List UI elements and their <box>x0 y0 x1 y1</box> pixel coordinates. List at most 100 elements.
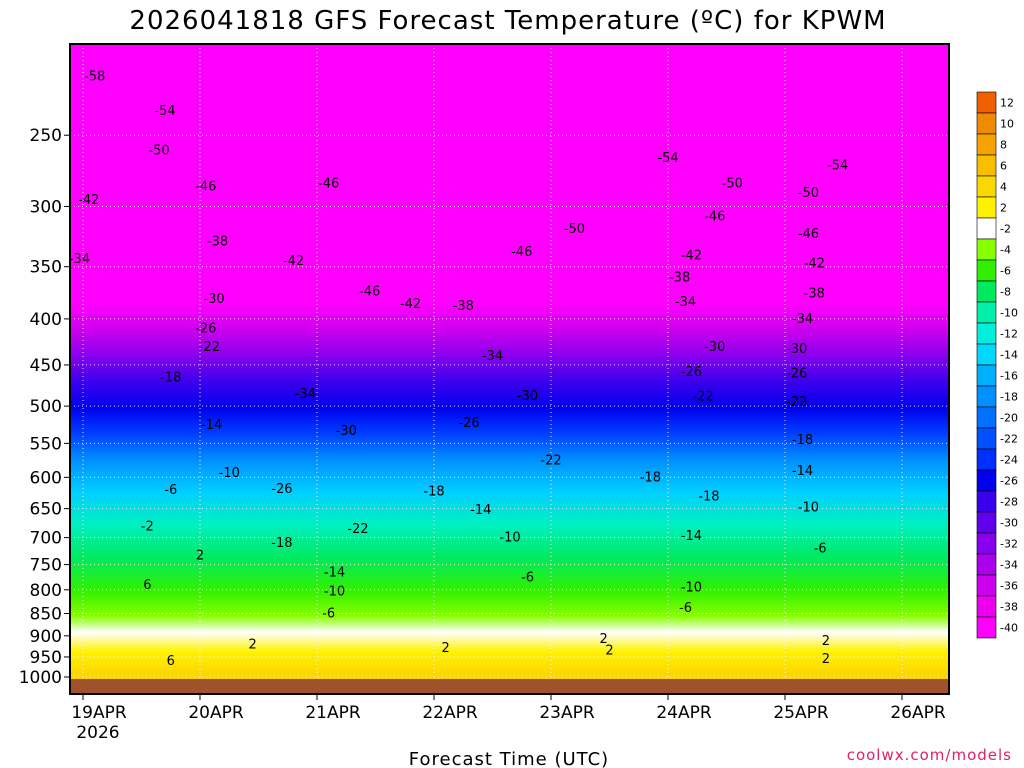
colorbar-swatch <box>976 259 997 282</box>
colorbar-swatch <box>976 112 997 135</box>
contour-label: -6 <box>521 570 534 585</box>
colorbar-tick-label: 12 <box>1000 97 1014 110</box>
colorbar-swatch <box>976 385 997 408</box>
contour-label: -50 <box>564 222 585 237</box>
colorbar-tick-label: -34 <box>1000 559 1018 572</box>
contour-label: -14 <box>324 565 345 580</box>
x-axis-label: Forecast Time (UTC) <box>409 749 609 768</box>
colorbar-tick-label: -2 <box>1000 223 1011 236</box>
contour-label: -22 <box>347 522 368 537</box>
colorbar-tick-label: -12 <box>1000 328 1018 341</box>
x-tick-label: 20APR <box>188 703 244 723</box>
colorbar-tick-label: -14 <box>1000 349 1018 362</box>
contour-label: -38 <box>453 299 474 314</box>
y-tick-label: 450 <box>30 356 62 376</box>
contour-label: -30 <box>203 292 224 307</box>
contour-label: -58 <box>84 69 105 84</box>
colorbar-tick-label: 10 <box>1000 118 1014 131</box>
colorbar-tick-label: 2 <box>1000 202 1007 215</box>
y-tick-label: 500 <box>30 397 62 417</box>
colorbar-tick-label: -30 <box>1000 517 1018 530</box>
colorbar-swatch <box>976 343 997 366</box>
chart-title: 2026041818 GFS Forecast Temperature (ºC)… <box>129 6 886 36</box>
y-tick-label: 400 <box>30 310 62 330</box>
contour-label: -54 <box>827 158 848 173</box>
contour-label: -10 <box>798 500 819 515</box>
colorbar-swatch <box>976 490 997 513</box>
contour-label: -10 <box>324 584 345 599</box>
x-axis-year: 2026 <box>76 723 119 743</box>
contour-label: -38 <box>207 234 228 249</box>
contour-label: 2 <box>822 652 830 667</box>
contour-label: -6 <box>679 601 692 616</box>
contour-labels: -58-54-50-46-42-38-34-30-26-22-18-14-10-… <box>69 69 848 669</box>
credit-text: coolwx.com/models <box>847 746 1012 764</box>
contour-label: -26 <box>681 365 702 380</box>
contour-label: -46 <box>318 177 339 192</box>
contour-label: -42 <box>283 254 304 269</box>
contour-label: -18 <box>160 371 181 386</box>
contour-label: -30 <box>704 340 725 355</box>
plot-frame <box>69 43 950 695</box>
y-axis-ticks: 250 300 350 400 450 500 550 600 650 700 750 800 850 9… <box>19 126 70 688</box>
y-tick-label: 900 <box>30 627 62 647</box>
x-axis-ticks: 19APR 20APR 21APR 22APR 23APR 24APR 25APR 26APR <box>71 694 946 723</box>
colorbar-swatch <box>976 280 997 303</box>
contour-label: -22 <box>786 395 807 410</box>
contour-label: 6 <box>143 578 151 593</box>
colorbar-swatch <box>976 532 997 555</box>
contour-label: -30 <box>336 424 357 439</box>
colorbar-tick-label: 8 <box>1000 139 1007 152</box>
x-tick-label: 23APR <box>539 703 595 723</box>
contour-label: -50 <box>722 177 743 192</box>
contour-label: -54 <box>154 104 175 119</box>
colorbar-swatch <box>976 511 997 534</box>
contour-label: -54 <box>657 151 678 166</box>
contour-label: 2 <box>605 644 613 659</box>
ground-surface <box>70 679 949 694</box>
contour-label: -46 <box>359 285 380 300</box>
y-tick-label: 700 <box>30 529 62 549</box>
colorbar-swatch <box>976 364 997 387</box>
contour-label: -18 <box>423 484 444 499</box>
colorbar-tick-label: -32 <box>1000 538 1018 551</box>
colorbar-swatch <box>976 196 997 219</box>
y-tick-label: 650 <box>30 500 62 520</box>
contour-label: -18 <box>792 433 813 448</box>
contour-label: -38 <box>804 287 825 302</box>
contour-label: -26 <box>271 482 292 497</box>
colorbar-swatch <box>976 322 997 345</box>
colorbar-tick-label: 6 <box>1000 160 1007 173</box>
contour-label: -46 <box>704 210 725 225</box>
colorbar-swatch <box>976 616 997 639</box>
contour-label: -30 <box>786 342 807 357</box>
contour-label: -14 <box>792 464 813 479</box>
contour-label: -10 <box>681 580 702 595</box>
colorbar-tick-label: -4 <box>1000 244 1011 257</box>
contour-label: -26 <box>195 322 216 337</box>
contour-label: -30 <box>517 389 538 404</box>
temperature-field <box>70 44 949 694</box>
colorbar-tick-label: -36 <box>1000 580 1018 593</box>
colorbar-tick-label: -38 <box>1000 601 1018 614</box>
colorbar-tick-label: -18 <box>1000 391 1018 404</box>
colorbar-swatch <box>976 574 997 597</box>
contour-label: -6 <box>164 483 177 498</box>
contour-label: -22 <box>199 340 220 355</box>
contour-label: 6 <box>167 654 175 669</box>
contour-label: -34 <box>792 312 813 327</box>
colorbar-tick-label: 4 <box>1000 181 1007 194</box>
colorbar-swatch <box>976 595 997 618</box>
colorbar-swatch <box>976 448 997 471</box>
contour-label: -14 <box>681 529 702 544</box>
contour-label: -34 <box>295 387 316 402</box>
contour-label: -50 <box>148 144 169 159</box>
contour-label: -42 <box>804 256 825 271</box>
contour-label: -14 <box>201 418 222 433</box>
x-tick-label: 22APR <box>422 703 478 723</box>
colorbar-tick-label: -24 <box>1000 454 1018 467</box>
y-tick-label: 550 <box>30 434 62 454</box>
contour-label: -34 <box>69 252 90 267</box>
colorbar-tick-label: -16 <box>1000 370 1018 383</box>
